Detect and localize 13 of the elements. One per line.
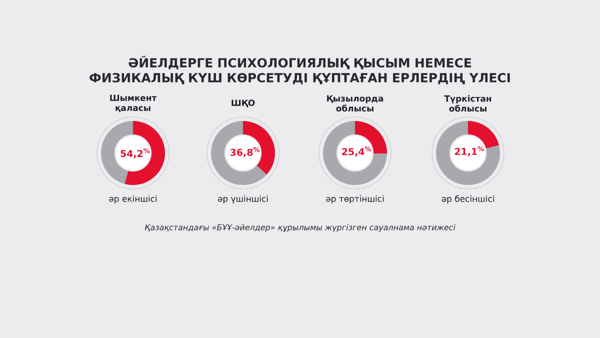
- chart-title: Шымкент қаласы: [110, 94, 157, 112]
- data-label: 36,8$^{%}$: [230, 147, 260, 158]
- chart-title: Түркістан облысы: [444, 95, 492, 112]
- data-label: 25,4$^{%}$: [342, 146, 372, 156]
- data-label: 21,1$^{%}$: [454, 146, 484, 156]
- text: әр бесіншісі: [442, 195, 494, 204]
- text: әр төртіншісі: [326, 195, 384, 204]
- data-label: 54,2$^{%}$: [120, 148, 150, 158]
- text: ӘЙЕЛДЕРГЕ ПСИХОЛОГИЯЛЫҚ ҚЫСЫМ НЕМЕСЕ ФИЗИКАЛЫҚ КҮШ КӨРСЕТУДІ ҚҰПТАҒАН ЕРЛЕРДІҢ ҮЛЕСІ: [90, 56, 510, 84]
- chart-title: Қызылорда облысы: [327, 95, 384, 112]
- text: әр екіншісі: [109, 195, 157, 204]
- text: әр үшіншісі: [218, 195, 268, 204]
- chart-title: ШҚО: [232, 100, 255, 108]
